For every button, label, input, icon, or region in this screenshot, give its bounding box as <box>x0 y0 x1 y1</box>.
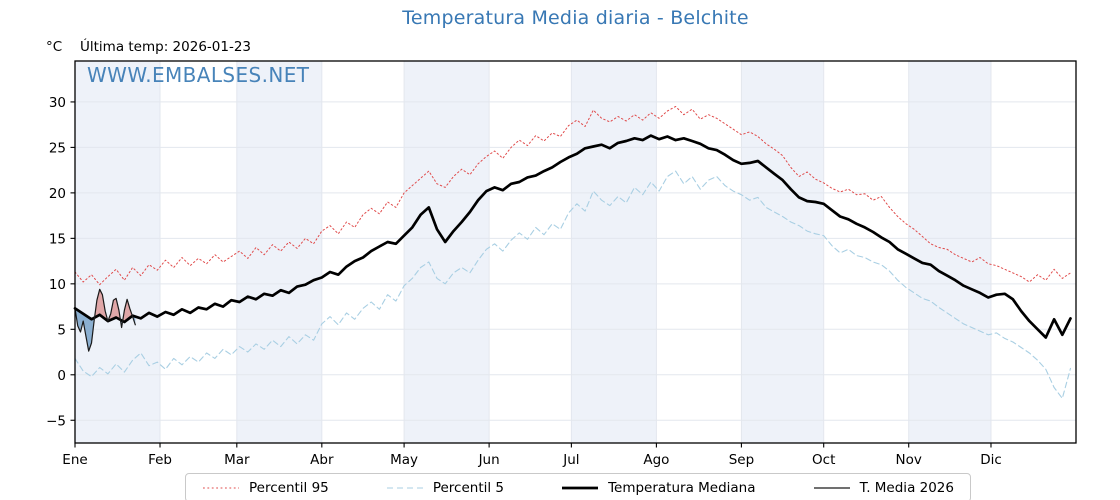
y-tick-label: 5 <box>57 322 66 338</box>
y-axis-units-label: °C <box>46 39 63 55</box>
anomaly-fill-above <box>94 289 121 322</box>
y-tick-label: 0 <box>57 368 66 384</box>
legend: Percentil 95 Percentil 5 Temperatura Med… <box>185 473 971 500</box>
month-band <box>75 61 161 443</box>
x-tick-label: Jul <box>562 452 579 468</box>
x-tick-label: Abr <box>310 452 334 468</box>
y-tick-label: 15 <box>49 231 66 247</box>
chart-title: Temperatura Media diaria - Belchite <box>402 7 749 29</box>
x-tick-label: Mar <box>224 452 250 468</box>
legend-label: Percentil 5 <box>432 479 505 496</box>
legend-line-sample-dashed-blue <box>386 486 423 489</box>
month-band <box>404 61 490 443</box>
month-band <box>571 61 657 443</box>
mediana-line <box>73 134 1072 339</box>
y-tick-label: −5 <box>46 413 66 429</box>
legend-item-mediana: Temperatura Mediana <box>561 479 756 496</box>
legend-item-percentil-5: Percentil 5 <box>386 480 504 496</box>
legend-line-sample-dotted-red <box>203 487 239 488</box>
month-band <box>908 61 991 443</box>
legend-label: Temperatura Mediana <box>608 479 756 496</box>
legend-label: T. Media 2026 <box>859 479 954 496</box>
x-tick-label: Feb <box>148 452 172 468</box>
y-tick-label: 20 <box>49 186 66 202</box>
legend-item-percentil-95: Percentil 95 <box>202 480 329 496</box>
x-tick-label: Ene <box>62 452 87 468</box>
x-tick-label: Jun <box>478 452 500 468</box>
last-temp-label: Última temp: 2026-01-23 <box>80 39 252 55</box>
x-tick-label: Nov <box>896 452 922 468</box>
legend-item-t-media-2026: T. Media 2026 <box>813 480 954 496</box>
month-band <box>236 61 322 443</box>
legend-label: Percentil 95 <box>249 479 329 496</box>
watermark: WWW.EMBALSES.NET <box>87 63 310 87</box>
legend-line-sample-thin-black <box>813 486 850 489</box>
x-tick-label: Oct <box>812 452 835 468</box>
month-band <box>741 61 824 443</box>
y-tick-label: 25 <box>49 140 66 156</box>
x-tick-label: Ago <box>643 452 669 468</box>
x-tick-label: Dic <box>980 452 1002 468</box>
y-tick-label: 10 <box>49 277 66 293</box>
legend-line-sample-thick-black <box>562 486 599 489</box>
y-tick-label: 30 <box>49 95 66 111</box>
plot-frame <box>74 60 1077 444</box>
x-tick-label: Sep <box>729 452 754 468</box>
x-tick-label: May <box>390 452 418 468</box>
percentil95-line <box>74 106 1071 286</box>
percentil5-line <box>74 170 1072 399</box>
t-media-2026-line <box>74 288 136 352</box>
